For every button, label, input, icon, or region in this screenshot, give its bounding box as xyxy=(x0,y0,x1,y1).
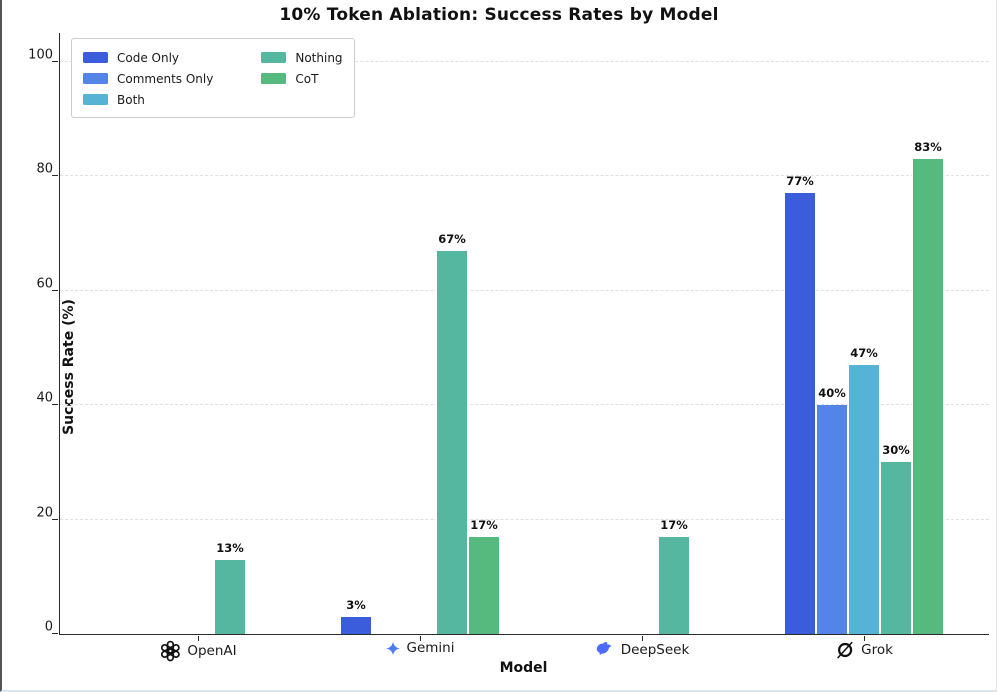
y-tick-mark xyxy=(52,289,58,291)
legend-item-nothing: Nothing xyxy=(261,47,343,68)
gemini-logo xyxy=(386,641,400,655)
legend-item-comments-only: Comments Only xyxy=(83,68,213,89)
y-tick-mark xyxy=(52,633,58,634)
bar-value-label: 17% xyxy=(470,517,498,532)
y-tick-label: 40 xyxy=(36,390,53,406)
bar-value-label: 40% xyxy=(818,386,846,401)
bar-value-label: 17% xyxy=(660,517,688,532)
bar-gemini-code-only xyxy=(340,616,372,634)
bar-value-label: 47% xyxy=(850,345,878,360)
x-category-gemini: Gemini xyxy=(386,640,455,656)
legend-label: CoT xyxy=(295,71,319,86)
bar-grok-cot xyxy=(912,158,944,634)
chart-title: 10% Token Ablation: Success Rates by Mod… xyxy=(279,5,719,25)
x-category-grok: Grok xyxy=(835,640,893,660)
legend-swatch xyxy=(83,52,108,63)
y-tick-mark xyxy=(52,60,58,62)
y-tick-label: 20 xyxy=(36,505,53,521)
bar-gemini-cot xyxy=(468,536,500,634)
y-tick-mark xyxy=(52,175,58,177)
legend: Code Only Comments Only Both Nothing CoT xyxy=(71,38,355,118)
x-tick-mark xyxy=(198,636,199,641)
x-category-label: DeepSeek xyxy=(620,642,690,658)
bar-value-label: 77% xyxy=(786,174,814,189)
gridline-100 xyxy=(60,60,989,62)
y-tick-label: 0 xyxy=(44,619,53,635)
bar-openai-nothing xyxy=(214,559,246,634)
gridline-80 xyxy=(60,175,989,177)
y-tick-label: 100 xyxy=(28,47,53,63)
bar-grok-code-only xyxy=(784,193,816,634)
y-tick-mark xyxy=(52,518,58,520)
y-axis-label: Success Rate (%) xyxy=(61,299,77,435)
legend-swatch xyxy=(261,52,287,63)
x-tick-mark xyxy=(642,636,643,641)
bar-value-label: 30% xyxy=(882,443,910,458)
legend-swatch xyxy=(83,94,108,105)
bar-value-label: 83% xyxy=(914,139,942,154)
y-tick-label: 80 xyxy=(36,161,53,177)
legend-label: Code Only xyxy=(117,50,180,65)
x-category-label: OpenAI xyxy=(187,643,237,659)
bar-value-label: 13% xyxy=(216,540,244,555)
legend-label: Both xyxy=(117,92,145,107)
x-tick-mark xyxy=(420,636,421,641)
legend-swatch xyxy=(261,73,287,84)
x-category-label: Grok xyxy=(861,642,893,658)
bar-deepseek-nothing xyxy=(658,536,690,634)
bar-value-label: 3% xyxy=(346,597,366,612)
bar-grok-comments-only xyxy=(816,405,848,634)
legend-label: Nothing xyxy=(295,50,343,65)
legend-label: Comments Only xyxy=(117,71,214,86)
bar-gemini-nothing xyxy=(436,250,468,634)
gridline-60 xyxy=(60,289,989,291)
y-tick-mark xyxy=(52,404,58,406)
legend-item-code-only: Code Only xyxy=(83,47,213,68)
legend-item-cot: CoT xyxy=(261,68,342,89)
deepseek-logo xyxy=(596,642,612,655)
gridline-40 xyxy=(60,404,989,406)
plot-area: Success Rate (%) Code Only Comments Only B… xyxy=(28,33,989,662)
bar-grok-nothing xyxy=(880,462,912,634)
bar-value-label: 67% xyxy=(438,231,466,246)
x-category-deepseek: DeepSeek xyxy=(595,640,690,660)
gridline-20 xyxy=(60,518,989,520)
x-category-openai: OpenAI xyxy=(159,640,237,662)
y-tick-label: 60 xyxy=(36,276,53,292)
grok-logo xyxy=(837,641,853,659)
bar-grok-both xyxy=(848,364,880,634)
x-tick-mark xyxy=(864,636,865,641)
legend-swatch xyxy=(83,73,108,84)
x-axis-label: Model xyxy=(499,660,548,676)
x-category-label: Gemini xyxy=(406,640,455,656)
legend-item-both: Both xyxy=(83,89,213,110)
openai-logo xyxy=(160,640,180,662)
